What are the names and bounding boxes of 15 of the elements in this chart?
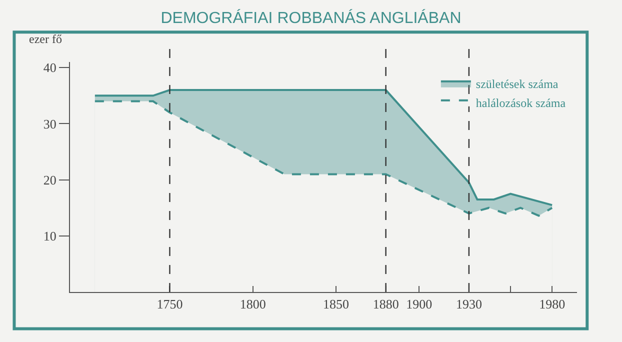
x-tick-label: 1880 xyxy=(372,296,399,312)
legend-label: születések száma xyxy=(476,77,559,92)
legend-label: halálozások száma xyxy=(476,96,566,110)
y-tick-label: 10 xyxy=(43,228,56,244)
y-axis-title: ezer fő xyxy=(29,32,62,46)
y-tick-label: 40 xyxy=(43,60,56,76)
chart-title: DEMOGRÁFIAI ROBBANÁS ANGLIÁBAN xyxy=(160,9,462,28)
x-tick-label: 1980 xyxy=(539,296,566,312)
x-tick-label: 1900 xyxy=(406,296,432,312)
x-tick-label: 1800 xyxy=(240,296,266,312)
x-tick-label: 1930 xyxy=(456,296,482,312)
y-tick-label: 30 xyxy=(43,116,56,132)
x-tick-label: 1750 xyxy=(156,296,183,312)
x-tick-label: 1850 xyxy=(322,296,349,312)
y-tick-label: 20 xyxy=(43,172,56,188)
